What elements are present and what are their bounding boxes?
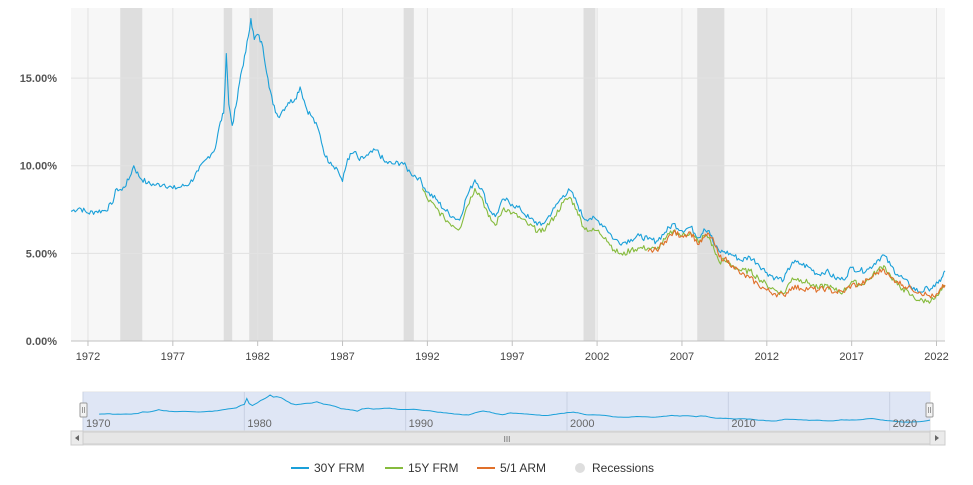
legend-item-30y-frm[interactable]: 30Y FRM	[291, 461, 364, 475]
navigator-handle-left[interactable]	[79, 402, 88, 418]
legend: 30Y FRM 15Y FRM 5/1 ARM Recessions	[291, 461, 654, 475]
recession-bands	[120, 8, 725, 341]
legend-swatch-recessions	[575, 463, 585, 473]
x-tick-label: 1977	[161, 351, 185, 363]
navigator-tick-labels: 1970 1980 1990 2000 2010 2020	[86, 418, 917, 430]
x-tick-label: 2002	[585, 351, 609, 363]
navigator-selected-range[interactable]	[83, 392, 930, 431]
scroll-right-button[interactable]	[929, 430, 946, 446]
x-tick-label: 2022	[924, 351, 948, 363]
legend-label-recessions: Recessions	[592, 461, 654, 475]
legend-item-51-arm[interactable]: 5/1 ARM	[477, 461, 546, 475]
legend-label-51-arm: 5/1 ARM	[500, 461, 546, 475]
main-plot: 0.00%5.00%10.00%15.00% 1972 1977 1982 1987 1…	[20, 8, 949, 363]
x-axis-tick-labels: 1972 1977 1982 1987 1992 1997 2002 2007 2012 2017…	[76, 351, 949, 363]
x-gridlines	[87, 8, 938, 346]
series-line-15y-frm[interactable]	[421, 187, 946, 304]
y-tick-label: 10.00%	[20, 161, 58, 173]
scroll-left-button[interactable]	[70, 430, 84, 446]
x-tick-label: 2017	[839, 351, 863, 363]
x-tick-label: 2007	[670, 351, 694, 363]
scrollbar[interactable]: III	[70, 430, 946, 446]
y-tick-label: 5.00%	[26, 248, 57, 260]
y-tick-label: 15.00%	[20, 73, 58, 85]
chevron-right-icon	[935, 435, 939, 441]
navigator-tick-label: 2010	[731, 418, 755, 430]
x-tick-label: 1987	[330, 351, 354, 363]
navigator-tick-label: 2020	[893, 418, 917, 430]
x-tick-label: 1997	[500, 351, 524, 363]
y-gridlines	[71, 77, 945, 254]
navigator-tick-label: 1990	[409, 418, 433, 430]
series-line-5-1-arm[interactable]	[647, 229, 946, 299]
navigator-tick-label: 1970	[86, 418, 110, 430]
legend-item-15y-frm[interactable]: 15Y FRM	[385, 461, 458, 475]
y-tick-label: 0.00%	[26, 336, 57, 348]
recession-band-3	[403, 8, 414, 341]
recession-band-1	[223, 8, 233, 341]
y-axis-tick-labels: 0.00% 5.00% 10.00% 15.00%	[20, 73, 58, 348]
navigator-tick-label: 1980	[247, 418, 271, 430]
x-tick-label: 1982	[245, 351, 269, 363]
recession-band-2	[249, 8, 273, 341]
navigator-series-line	[99, 394, 931, 423]
legend-label-30y-frm: 30Y FRM	[314, 461, 364, 475]
x-tick-label: 2012	[755, 351, 779, 363]
series-lines[interactable]	[70, 17, 946, 304]
recession-band-4	[583, 8, 596, 341]
navigator[interactable]: 1970 1980 1990 2000 2010 2020	[79, 391, 934, 432]
navigator-gridlines	[82, 392, 891, 431]
scrollbar-grip: III	[504, 435, 511, 444]
chevron-left-icon	[75, 435, 79, 441]
x-tick-label: 1992	[415, 351, 439, 363]
navigator-handle-right[interactable]	[925, 402, 934, 418]
plot-background	[71, 8, 945, 341]
series-line-30y-frm[interactable]	[70, 17, 946, 293]
x-tick-label: 1972	[76, 351, 100, 363]
legend-item-recessions[interactable]: Recessions	[575, 461, 654, 475]
legend-label-15y-frm: 15Y FRM	[408, 461, 458, 475]
recession-band-5	[697, 8, 725, 341]
navigator-tick-label: 2000	[570, 418, 594, 430]
